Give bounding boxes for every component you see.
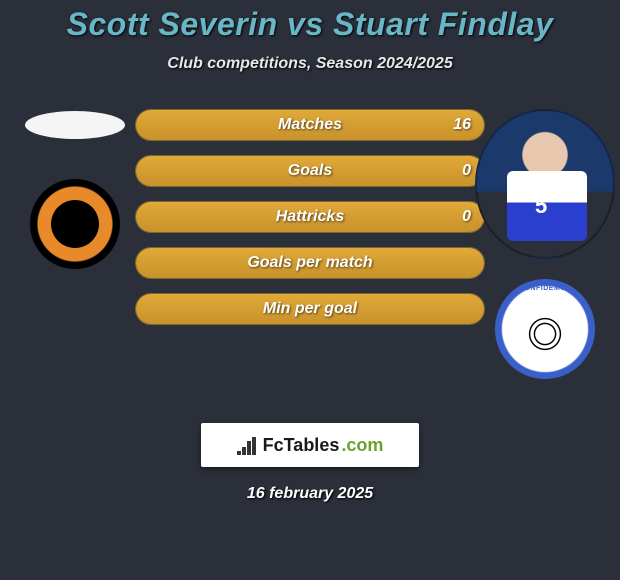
stat-value-right: 16 (453, 116, 471, 134)
stat-value-right: 0 (462, 162, 471, 180)
club-logo-right (495, 279, 595, 379)
stats-bars: Matches 16 Goals 0 Hattricks 0 Goals per match… (135, 109, 485, 325)
stat-bar: Goals 0 (135, 155, 485, 187)
left-player-column (15, 109, 135, 269)
club-logo-left-inner (51, 200, 99, 248)
stat-label: Matches (278, 116, 342, 134)
stat-label: Goals per match (247, 254, 372, 272)
main-row: Matches 16 Goals 0 Hattricks 0 Goals per match… (0, 109, 620, 379)
stat-label: Hattricks (276, 208, 344, 226)
club-logo-left (30, 179, 120, 269)
date-text: 16 february 2025 (0, 485, 620, 503)
right-player-column (485, 109, 605, 379)
player-photo-left (25, 111, 125, 139)
stat-bar: Goals per match (135, 247, 485, 279)
branding-suffix: .com (341, 435, 383, 456)
page-title: Scott Severin vs Stuart Findlay (0, 6, 620, 43)
stat-value-right: 0 (462, 208, 471, 226)
stat-bar: Matches 16 (135, 109, 485, 141)
page-subtitle: Club competitions, Season 2024/2025 (0, 55, 620, 73)
branding-name: FcTables (263, 435, 340, 456)
player-photo-right (475, 109, 615, 259)
stat-bar: Min per goal (135, 293, 485, 325)
stat-bar: Hattricks 0 (135, 201, 485, 233)
chart-icon (237, 435, 257, 455)
stat-label: Min per goal (263, 300, 357, 318)
comparison-card: Scott Severin vs Stuart Findlay Club com… (0, 0, 620, 503)
stat-label: Goals (288, 162, 332, 180)
branding-badge[interactable]: FcTables.com (201, 423, 419, 467)
